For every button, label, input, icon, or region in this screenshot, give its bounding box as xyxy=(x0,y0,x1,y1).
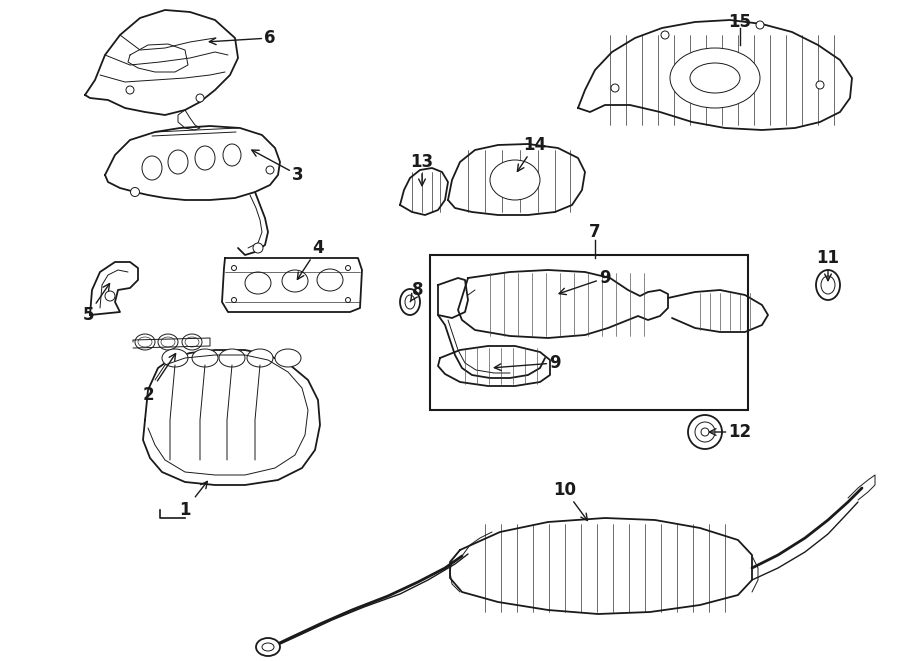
Ellipse shape xyxy=(223,144,241,166)
Text: 13: 13 xyxy=(410,153,434,186)
Text: 9: 9 xyxy=(559,269,611,295)
Ellipse shape xyxy=(142,156,162,180)
Ellipse shape xyxy=(138,337,152,347)
Ellipse shape xyxy=(400,289,420,315)
Text: 14: 14 xyxy=(518,136,546,171)
Ellipse shape xyxy=(490,160,540,200)
Ellipse shape xyxy=(130,188,140,196)
Ellipse shape xyxy=(158,334,178,350)
Ellipse shape xyxy=(245,272,271,294)
Ellipse shape xyxy=(219,349,245,367)
Text: 3: 3 xyxy=(252,150,304,184)
Ellipse shape xyxy=(688,415,722,449)
Ellipse shape xyxy=(168,150,188,174)
Ellipse shape xyxy=(275,349,301,367)
Ellipse shape xyxy=(346,297,350,303)
Ellipse shape xyxy=(256,638,280,656)
Ellipse shape xyxy=(253,243,263,253)
Ellipse shape xyxy=(182,334,202,350)
Text: 9: 9 xyxy=(494,354,561,372)
Ellipse shape xyxy=(816,81,824,89)
Text: 10: 10 xyxy=(554,481,588,520)
Text: 12: 12 xyxy=(709,423,752,441)
Ellipse shape xyxy=(816,270,840,300)
Ellipse shape xyxy=(195,146,215,170)
Text: 7: 7 xyxy=(590,223,601,241)
Ellipse shape xyxy=(405,295,415,309)
Bar xyxy=(430,255,748,410)
Ellipse shape xyxy=(282,270,308,292)
Ellipse shape xyxy=(126,86,134,94)
Text: 11: 11 xyxy=(816,249,840,281)
Ellipse shape xyxy=(690,63,740,93)
Ellipse shape xyxy=(701,428,709,436)
Ellipse shape xyxy=(821,276,835,294)
Ellipse shape xyxy=(611,84,619,92)
Ellipse shape xyxy=(135,334,155,350)
Ellipse shape xyxy=(162,349,188,367)
Ellipse shape xyxy=(317,269,343,291)
Text: 8: 8 xyxy=(410,281,424,302)
Ellipse shape xyxy=(695,422,715,442)
Ellipse shape xyxy=(192,349,218,367)
Ellipse shape xyxy=(266,166,274,174)
Text: 15: 15 xyxy=(728,13,752,31)
Text: 6: 6 xyxy=(210,29,275,47)
Ellipse shape xyxy=(756,21,764,29)
Ellipse shape xyxy=(196,94,204,102)
Text: 2: 2 xyxy=(142,354,176,404)
Ellipse shape xyxy=(161,337,175,347)
Text: 5: 5 xyxy=(82,284,110,324)
Ellipse shape xyxy=(262,643,274,651)
Ellipse shape xyxy=(670,48,760,108)
Ellipse shape xyxy=(346,266,350,270)
Text: 4: 4 xyxy=(297,239,324,280)
Ellipse shape xyxy=(247,349,273,367)
Ellipse shape xyxy=(185,337,199,347)
Ellipse shape xyxy=(231,266,237,270)
Text: 1: 1 xyxy=(179,481,207,519)
Ellipse shape xyxy=(105,291,115,301)
Ellipse shape xyxy=(661,31,669,39)
Ellipse shape xyxy=(231,297,237,303)
